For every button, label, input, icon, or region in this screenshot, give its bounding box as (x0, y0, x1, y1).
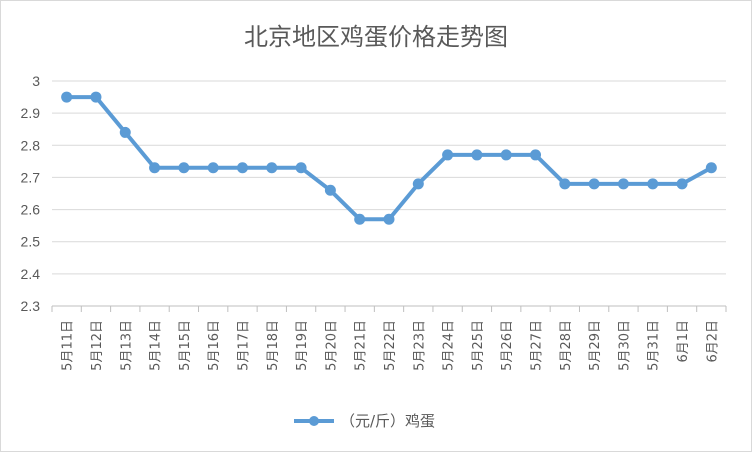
x-tick-label: 5月21日 (354, 320, 369, 371)
y-tick-label: 2.5 (21, 234, 41, 250)
x-tick-label: 5月27日 (530, 320, 545, 371)
y-tick-label: 2.7 (21, 169, 41, 185)
y-tick-label: 2.8 (21, 137, 41, 153)
data-point (383, 213, 395, 225)
x-tick-label: 5月18日 (266, 320, 281, 371)
x-tick-label: 5月28日 (559, 320, 574, 371)
legend-marker (309, 416, 319, 426)
data-point (588, 178, 600, 190)
x-tick-label: 6月1日 (676, 320, 691, 363)
x-axis: 5月11日 5月12日 5月13日 5月14日 5月15日 5月16日 5月17日 5月18日… (51, 305, 727, 371)
data-point (324, 184, 336, 196)
x-tick-label: 5月30日 (617, 320, 632, 371)
data-point (530, 149, 542, 161)
x-tick-label: 5月22日 (383, 320, 398, 371)
y-tick-label: 2.4 (21, 266, 41, 282)
y-tick-label: 2.6 (21, 202, 41, 218)
x-tick-label: 5月25日 (471, 320, 486, 371)
gridlines (52, 80, 726, 275)
data-point (676, 178, 688, 190)
x-tick-label: 5月24日 (442, 320, 457, 371)
data-point (500, 149, 512, 161)
x-tick-label: 5月12日 (90, 320, 105, 371)
data-point (471, 149, 483, 161)
data-point (617, 178, 629, 190)
x-tick-label: 5月31日 (647, 320, 662, 371)
data-point (149, 162, 161, 174)
chart-title: 北京地区鸡蛋价格走势图 (244, 23, 508, 51)
x-tick-label: 5月23日 (412, 320, 427, 371)
data-point (705, 162, 717, 174)
series-line (64, 95, 714, 222)
x-tick-label: 5月16日 (207, 320, 222, 371)
legend-label: （元/斤）鸡蛋 (340, 412, 435, 430)
data-point (442, 149, 454, 161)
x-tick-label: 5月20日 (324, 320, 339, 371)
x-tick-label: 5月11日 (61, 320, 76, 371)
y-tick-label: 3 (32, 73, 40, 89)
data-point (354, 213, 366, 225)
y-tick-label: 2.3 (21, 298, 41, 314)
data-point (236, 162, 248, 174)
data-point (207, 162, 219, 174)
y-tick-label: 2.9 (21, 105, 41, 121)
x-tick-label: 5月29日 (588, 320, 603, 371)
data-point (559, 178, 571, 190)
x-tick-label: 5月19日 (295, 320, 310, 371)
x-tick-label: 5月26日 (500, 320, 515, 371)
series-layer (61, 91, 717, 225)
y-axis-ticks: 2.3 2.4 2.5 2.6 2.7 2.8 2.9 3 (21, 73, 41, 314)
data-point (266, 162, 278, 174)
data-point (90, 91, 102, 103)
x-tick-label: 5月15日 (178, 320, 193, 371)
data-point (412, 178, 424, 190)
x-tick-label: 6月2日 (705, 320, 720, 363)
x-tick-label: 5月14日 (149, 320, 164, 371)
legend: （元/斤）鸡蛋 (294, 412, 435, 430)
x-tick-label: 5月17日 (236, 320, 251, 371)
data-point (119, 126, 131, 138)
x-tick-label: 5月13日 (119, 320, 134, 371)
data-point (61, 91, 73, 103)
data-point (178, 162, 190, 174)
data-point (647, 178, 659, 190)
data-point (295, 162, 307, 174)
